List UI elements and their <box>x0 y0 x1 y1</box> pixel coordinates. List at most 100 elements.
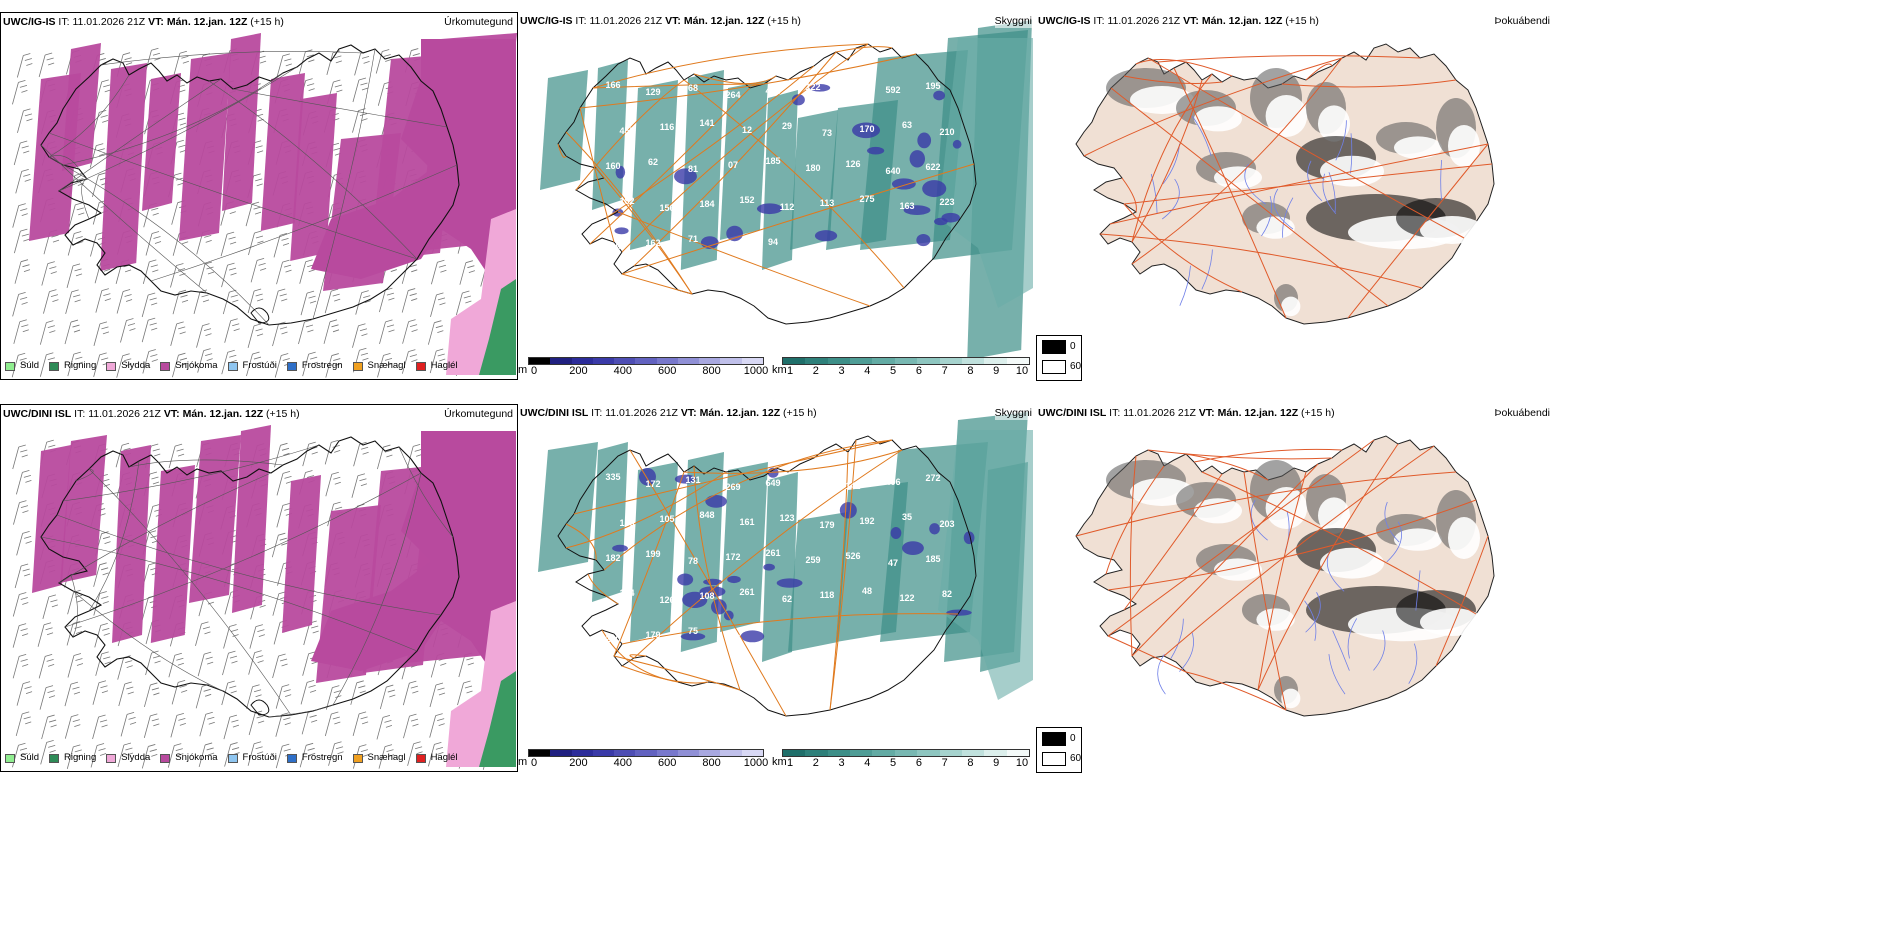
road <box>629 449 787 717</box>
cloud-base-labels: 166 129 68 264 484 122 197 592 195 457 116 141 12 29 7… <box>605 80 954 252</box>
wind-barb <box>199 711 215 737</box>
fog-region <box>1394 528 1442 551</box>
cloud-base-label: 335 <box>605 472 620 482</box>
road <box>633 449 903 659</box>
cloud-base-region <box>612 544 628 552</box>
cloud-base-label: 179 <box>645 630 660 640</box>
wind-barb <box>303 620 319 646</box>
cloud-base-label: 264 <box>725 90 740 100</box>
cloud-base-label: 640 <box>885 166 900 176</box>
wind-barb <box>15 169 31 194</box>
wind-barb <box>247 741 264 766</box>
road <box>1109 143 1489 225</box>
road <box>1163 445 1435 657</box>
wind-barb <box>379 684 396 710</box>
cloud-base-label: 179 <box>819 520 834 530</box>
river <box>1305 592 1321 633</box>
wind-barb <box>431 259 447 285</box>
wind-barb <box>16 530 32 556</box>
legend-swatch <box>106 361 117 371</box>
wind-barb <box>245 201 262 227</box>
wind-barb <box>302 441 318 467</box>
legend-label: Slydda <box>121 752 151 763</box>
wind-barb <box>92 172 108 198</box>
fog-swatch-black <box>1042 732 1066 746</box>
cloud-base-region <box>929 523 940 535</box>
road <box>70 574 78 638</box>
panel-header: UWC/IG-IS IT: 11.01.2026 21Z VT: Mán. 12… <box>3 16 284 28</box>
fog-map <box>1075 43 1495 325</box>
wind-barb <box>246 351 262 377</box>
wind-barb <box>377 444 393 470</box>
snow-region <box>179 53 231 241</box>
wind-barb <box>117 742 134 768</box>
cloud-base-label: 07 <box>728 160 738 170</box>
cloud-base-label: 261 <box>739 587 754 597</box>
cloud-base-label: 108 <box>699 591 714 601</box>
road <box>1173 67 1287 319</box>
legend-swatch <box>160 361 171 371</box>
fog-region <box>1194 106 1242 132</box>
visibility-region <box>720 80 768 240</box>
cloud-base-region <box>615 165 626 179</box>
rain-region <box>479 279 516 375</box>
legend-swatch <box>49 753 60 763</box>
wind-barb <box>197 651 214 677</box>
legend-swatch <box>227 753 238 763</box>
wind-barb <box>223 714 240 740</box>
wind-barb <box>224 318 240 343</box>
legend-label: Rigning <box>64 752 97 763</box>
fog-swatch-black <box>1042 340 1066 354</box>
wind-barb <box>250 257 267 283</box>
snow-region <box>142 73 181 211</box>
river <box>1328 654 1346 695</box>
precip-type-panel-top: UWC/IG-IS IT: 11.01.2026 21Z VT: Mán. 12… <box>0 12 518 380</box>
wind-barb <box>171 680 188 705</box>
cloud-base-label: 219 <box>605 242 620 252</box>
cloud-base-label: 163 <box>899 201 914 211</box>
road <box>1185 671 1287 711</box>
colorbar-tick: 9 <box>993 757 1000 769</box>
road <box>232 88 448 128</box>
fog-value-low: 0 <box>1070 733 1076 744</box>
road <box>75 468 94 482</box>
road <box>1107 439 1375 637</box>
colorbar-gradient <box>528 749 764 757</box>
wind-barb <box>143 682 160 708</box>
wind-barb <box>145 650 161 676</box>
road <box>1131 463 1319 657</box>
wind-barb <box>13 228 30 254</box>
wind-barb <box>117 655 133 680</box>
wind-barb <box>12 203 28 228</box>
road <box>1131 73 1213 243</box>
wind-barb <box>93 562 109 587</box>
legend-label: Frostúði <box>242 360 277 371</box>
wind-barb <box>459 260 476 285</box>
cloud-base-label: 592 <box>885 85 900 95</box>
visibility-region <box>938 430 1033 700</box>
cloud-base-label: 75 <box>688 626 698 636</box>
cloud-base-region <box>680 632 706 641</box>
road <box>62 444 320 502</box>
legend-item: Frostúði <box>227 751 277 765</box>
wind-barb <box>275 712 291 737</box>
visibility-colorbar: km 1 2 3 4 5 6 7 8 9 10 <box>772 357 1034 379</box>
panel-header: UWC/DINI ISL IT: 11.01.2026 21Z VT: Mán.… <box>3 408 300 420</box>
wind-barb <box>276 53 292 78</box>
wind-barb <box>403 713 419 739</box>
cloud-base-region <box>776 578 803 588</box>
road <box>1123 75 1223 85</box>
river <box>1282 197 1294 238</box>
wind-barb <box>14 259 31 284</box>
colorbar-tick: 0 <box>530 757 538 769</box>
road <box>629 654 647 659</box>
cloud-base-label: 261 <box>765 548 780 558</box>
fog-region <box>1256 216 1295 239</box>
road <box>835 46 893 53</box>
glacier-outline <box>250 307 270 324</box>
cloud-base-region <box>756 203 783 215</box>
cloud-base-label: 259 <box>805 555 820 565</box>
cloud-base-colorbar: m 0 200 400 600 800 1000 <box>518 749 768 771</box>
wind-barb <box>301 709 318 735</box>
legend-swatch <box>5 361 15 371</box>
